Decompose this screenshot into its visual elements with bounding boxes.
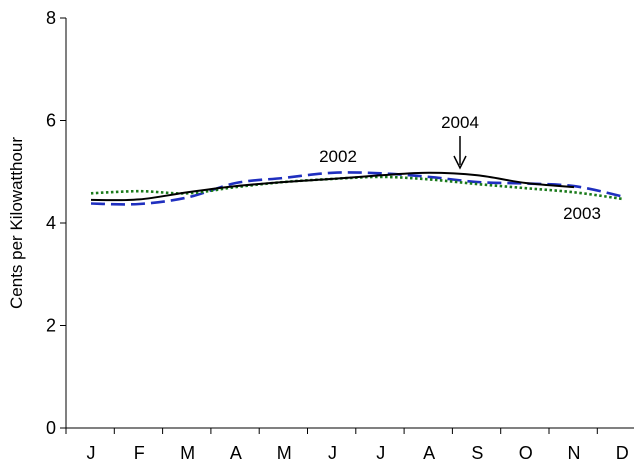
y-axis-label: Cents per Kilowatthour: [7, 137, 26, 309]
x-tick-label: M: [277, 443, 292, 463]
y-tick-label: 6: [46, 111, 56, 131]
annotation-label-2004: 2004: [441, 113, 479, 132]
series-line-2004: [90, 171, 575, 202]
x-tick-label: S: [471, 443, 483, 463]
y-tick-label: 0: [46, 418, 56, 438]
x-tick-label: J: [376, 443, 385, 463]
annotation-arrow-head: [453, 155, 467, 170]
x-tick-label: A: [423, 443, 435, 463]
x-tick-label: D: [616, 443, 629, 463]
y-tick-label: 4: [46, 213, 56, 233]
x-tick-label: O: [519, 443, 533, 463]
axes: [65, 18, 634, 429]
x-tick-label: M: [180, 443, 195, 463]
series-layer: [90, 171, 623, 206]
y-tick-label: 8: [46, 8, 56, 28]
x-tick-label: F: [134, 443, 145, 463]
y-tick-label: 2: [46, 316, 56, 336]
x-tick-label: J: [328, 443, 337, 463]
annotation-label-2003: 2003: [563, 204, 601, 223]
annotation-label-2002: 2002: [319, 147, 357, 166]
x-tick-label: N: [568, 443, 581, 463]
x-tick-label: J: [87, 443, 96, 463]
x-tick-label: A: [230, 443, 242, 463]
y-ticks: 0 2 4 6 8: [46, 8, 66, 438]
annotation-layer: 2002 2004 2003: [319, 113, 601, 223]
